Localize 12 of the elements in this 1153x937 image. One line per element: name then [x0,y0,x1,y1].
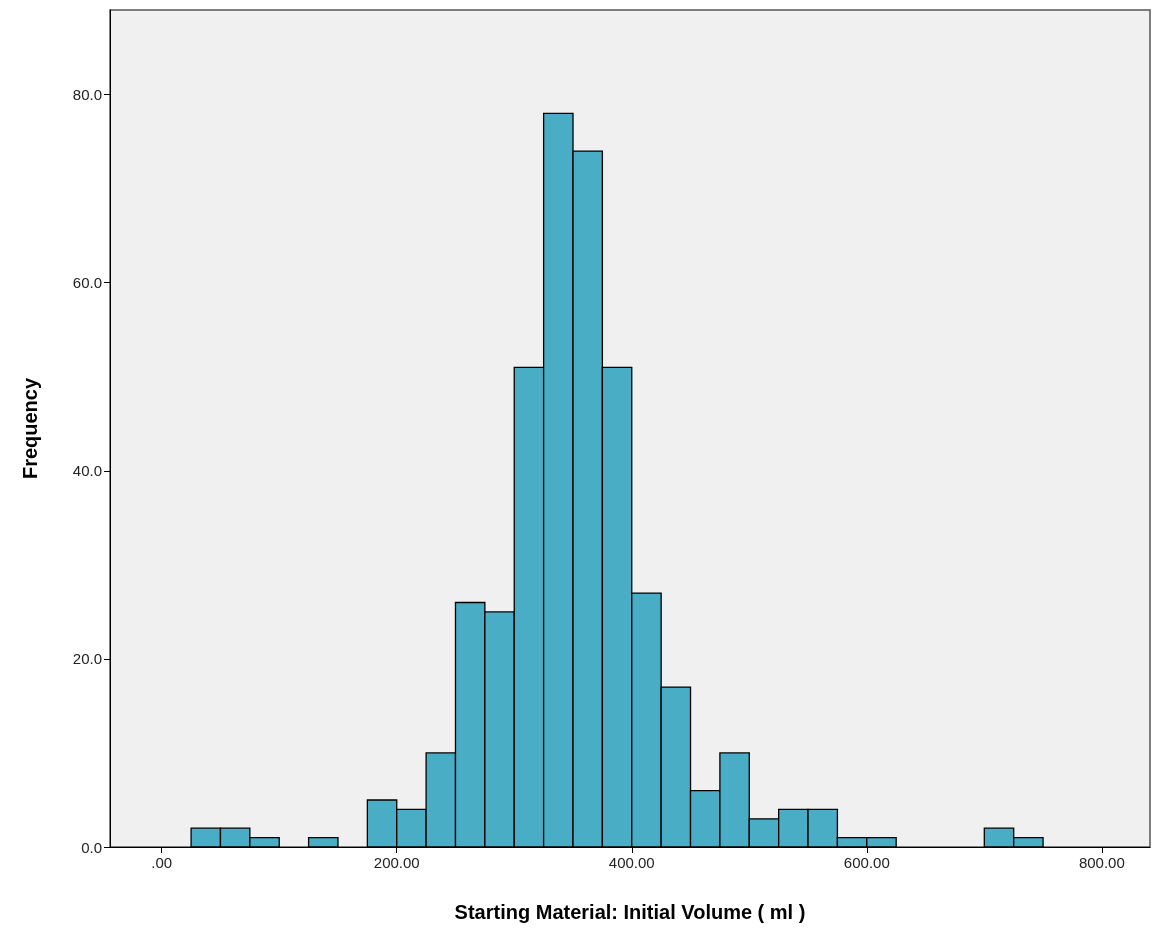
y-tick-label: 0.0 [81,838,102,856]
x-tick-label: 400.00 [608,854,655,871]
x-tick-label: 600.00 [843,854,890,871]
y-tick-label: 20.0 [72,650,102,668]
y-axis-title: Frequency [19,377,41,480]
x-tick-label: 800.00 [1078,854,1125,871]
y-tick-label: 80.0 [72,86,102,104]
y-tick-label: 60.0 [72,274,102,292]
x-tick-label: .00 [151,854,173,871]
y-tick-label: 40.0 [72,462,102,480]
x-tick-label: 200.00 [373,854,420,871]
x-axis-title: Starting Material: Initial Volume ( ml ) [454,901,806,923]
